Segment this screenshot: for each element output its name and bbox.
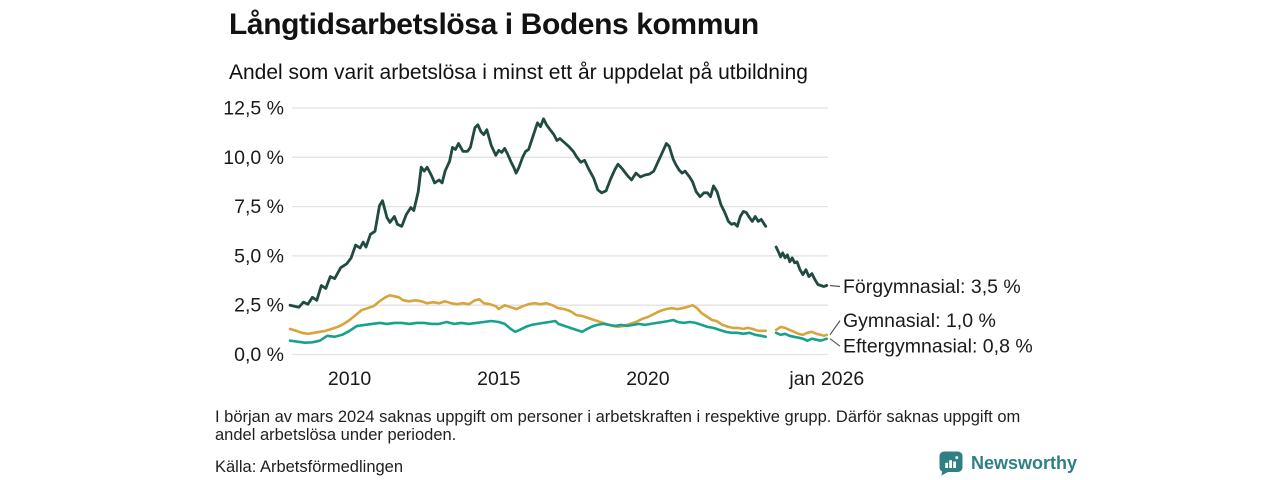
- y-axis-tick-label: 5,0 %: [234, 245, 284, 267]
- y-axis-tick-label: 0,0 %: [234, 344, 284, 366]
- series-end-label: Eftergymnasial: 0,8 %: [843, 336, 1033, 358]
- x-axis-tick-label: 2015: [477, 368, 521, 390]
- y-axis-tick-label: 7,5 %: [234, 196, 284, 218]
- series-line-förgymnasial: [288, 117, 829, 309]
- newsworthy-logo: Newsworthy: [938, 450, 1077, 476]
- source-credit: Källa: Arbetsförmedlingen: [215, 458, 404, 476]
- x-axis-tick-label: jan 2026: [788, 368, 864, 390]
- chart-title: Långtidsarbetslösa i Bodens kommun: [229, 8, 759, 41]
- series-line-eftergymnasial: [288, 318, 829, 344]
- annotation-connector: [829, 338, 841, 347]
- y-axis-tick-label: 2,5 %: [234, 295, 284, 317]
- annotation-connector: [829, 284, 841, 288]
- newsworthy-speech-bubble-chart-icon: [939, 451, 963, 476]
- y-axis-tick-label: 10,0 %: [223, 147, 284, 169]
- newsworthy-wordmark: Newsworthy: [971, 452, 1078, 473]
- series-end-label: Förgymnasial: 3,5 %: [843, 276, 1021, 298]
- annotation-connector: [829, 320, 841, 336]
- series-line-gymnasial: [288, 294, 829, 338]
- y-axis-tick-label: 12,5 %: [223, 98, 284, 120]
- chart-subtitle: Andel som varit arbetslösa i minst ett å…: [229, 61, 808, 84]
- x-axis-tick-label: 2020: [626, 368, 670, 390]
- series-end-label: Gymnasial: 1,0 %: [843, 310, 996, 332]
- chart-footnote: I början av mars 2024 saknas uppgift om …: [215, 408, 1021, 444]
- x-axis-tick-label: 2010: [328, 368, 372, 390]
